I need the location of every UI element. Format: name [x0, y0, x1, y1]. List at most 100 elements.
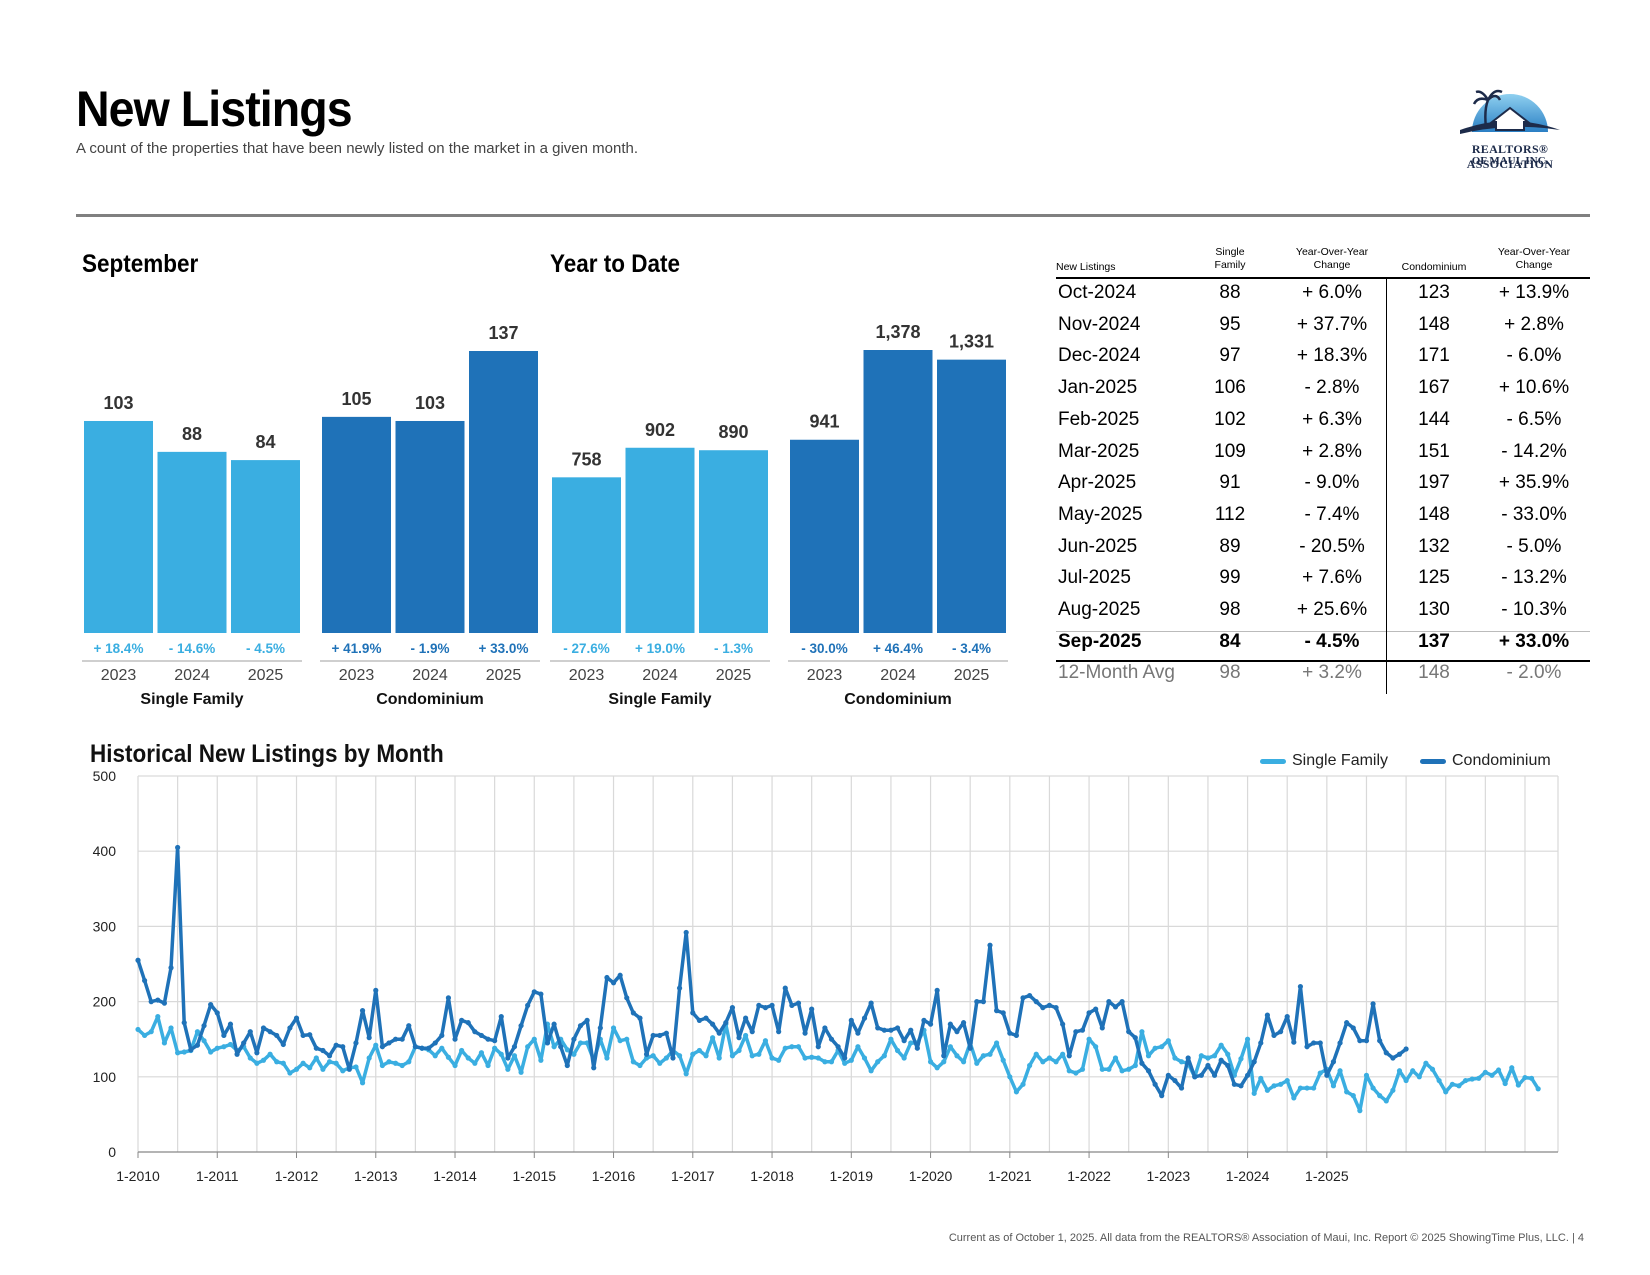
data-point-condominium: [564, 1062, 570, 1069]
data-point-condominium: [1291, 1039, 1297, 1045]
data-point-condominium: [789, 1002, 795, 1008]
data-point-condominium: [1192, 1074, 1198, 1080]
x-tick-label: 1-2021: [988, 1168, 1032, 1184]
data-point-condominium: [406, 1023, 412, 1029]
data-point-condominium: [1106, 999, 1112, 1005]
data-point-single-family: [1152, 1045, 1158, 1051]
data-point-condominium: [320, 1047, 326, 1054]
data-point-condominium: [703, 1015, 709, 1021]
data-point-condominium: [161, 1000, 168, 1006]
logo-line-2: OF MAUI, INC.: [1471, 155, 1549, 167]
bar-year-label: 2023: [569, 667, 605, 684]
data-point-condominium: [584, 1017, 590, 1023]
table-cell-month: Apr-2025: [1058, 472, 1137, 494]
data-point-single-family: [459, 1047, 465, 1054]
x-tick-label: 1-2018: [750, 1168, 794, 1184]
data-point-condominium: [1238, 1083, 1244, 1089]
data-point-condominium: [1218, 1057, 1224, 1063]
data-point-single-family: [221, 1044, 227, 1050]
data-point-single-family: [1159, 1044, 1165, 1050]
table-cell-sf-change: + 3.2%: [1302, 662, 1362, 684]
bar-change-label: - 3.4%: [952, 641, 991, 656]
data-point-single-family: [1126, 1066, 1132, 1072]
x-tick-label: 1-2024: [1226, 1168, 1270, 1184]
data-point-single-family: [630, 1059, 636, 1065]
data-point-condominium: [729, 1005, 736, 1011]
data-point-single-family: [1311, 1085, 1317, 1091]
table-cell-condo: 167: [1418, 377, 1450, 399]
data-point-condominium: [386, 1040, 392, 1046]
ytd-title: Year to Date: [550, 250, 681, 278]
data-point-condominium: [1099, 1025, 1105, 1031]
data-point-condominium: [1027, 992, 1033, 999]
table-header-condo-change-line2: Change: [1515, 259, 1553, 271]
data-point-condominium: [901, 1038, 907, 1044]
table-cell-sf-change: + 18.3%: [1296, 345, 1368, 367]
data-point-single-family: [1007, 1074, 1013, 1080]
data-point-single-family: [980, 1053, 986, 1059]
data-point-single-family: [1238, 1056, 1244, 1062]
table-cell-condo-change: - 14.2%: [1501, 440, 1567, 462]
data-point-single-family: [1522, 1074, 1528, 1081]
data-point-condominium: [412, 1044, 418, 1050]
data-point-single-family: [392, 1060, 399, 1066]
data-point-single-family: [326, 1059, 333, 1065]
data-point-condominium: [472, 1029, 478, 1035]
data-point-condominium: [776, 1029, 782, 1035]
table-cell-month: 12-Month Avg: [1058, 662, 1175, 684]
data-point-single-family: [1403, 1077, 1409, 1084]
data-point-single-family: [1264, 1087, 1270, 1093]
x-tick-label: 1-2014: [433, 1168, 477, 1184]
table-cell-condo: 144: [1418, 408, 1450, 430]
legend-condominium: Condominium: [1420, 752, 1551, 770]
table-cell-month: Feb-2025: [1058, 408, 1140, 430]
data-point-condominium: [379, 1044, 385, 1050]
data-point-condominium: [1377, 1038, 1383, 1044]
data-point-single-family: [1515, 1082, 1521, 1088]
data-point-condominium: [353, 1040, 359, 1046]
data-point-single-family: [1073, 1070, 1079, 1076]
data-point-condominium: [551, 1021, 557, 1027]
data-point-condominium: [1007, 1030, 1013, 1036]
table-cell-sf: 99: [1219, 567, 1241, 589]
data-point-single-family: [452, 1062, 458, 1069]
table-cell-month: Oct-2024: [1058, 282, 1137, 303]
data-point-condominium: [1357, 1038, 1363, 1044]
table-cell-sf: 95: [1219, 313, 1241, 335]
data-point-condominium: [795, 1000, 802, 1006]
data-point-condominium: [637, 1015, 643, 1021]
ytd-bar-condominium-2024: [863, 350, 933, 633]
data-point-single-family: [551, 1044, 557, 1050]
data-point-condominium: [1324, 1072, 1330, 1078]
data-point-condominium: [756, 1002, 762, 1008]
group-label: Single Family: [140, 691, 243, 708]
data-point-condominium: [531, 989, 537, 995]
data-point-condominium: [340, 1044, 346, 1050]
data-point-condominium: [1112, 1004, 1119, 1010]
data-point-condominium: [452, 1036, 458, 1042]
data-point-condominium: [696, 1017, 702, 1023]
data-point-single-family: [617, 1038, 623, 1044]
table-cell-condo: 151: [1418, 440, 1450, 462]
data-point-condominium: [848, 1017, 854, 1023]
data-point-condominium: [1258, 1040, 1264, 1046]
data-point-condominium: [201, 1023, 207, 1029]
data-point-condominium: [478, 1032, 485, 1039]
data-point-single-family: [1000, 1057, 1006, 1063]
data-point-condominium: [214, 1010, 220, 1016]
data-point-single-family: [498, 1051, 504, 1057]
x-tick-label: 1-2011: [196, 1168, 239, 1184]
table-header-sf-line1: Single: [1215, 246, 1245, 258]
data-point-single-family: [201, 1038, 207, 1044]
data-point-single-family: [175, 1050, 181, 1056]
data-point-single-family: [1443, 1089, 1449, 1095]
data-point-condominium: [908, 1027, 914, 1033]
table-cell-condo-change: + 33.0%: [1498, 630, 1570, 652]
data-point-single-family: [1396, 1068, 1403, 1074]
data-point-condominium: [326, 1053, 333, 1059]
data-point-condominium: [1311, 1040, 1317, 1046]
data-point-condominium: [142, 977, 148, 984]
table-cell-condo-change: + 10.6%: [1498, 377, 1570, 399]
data-point-condominium: [1363, 1038, 1370, 1044]
data-point-single-family: [1244, 1036, 1251, 1042]
